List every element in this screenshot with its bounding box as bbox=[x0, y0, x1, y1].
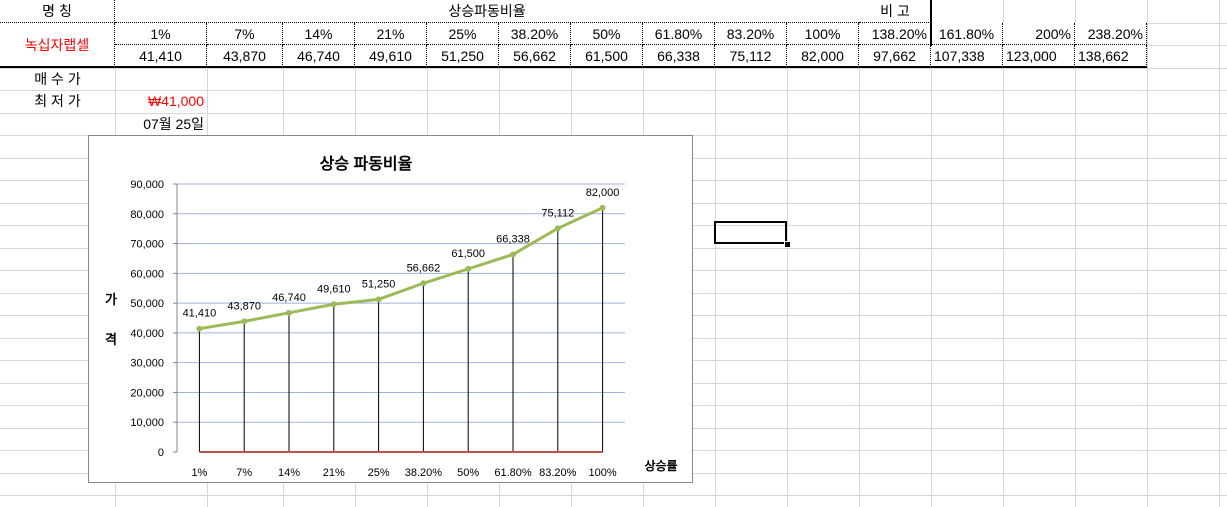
data-point bbox=[599, 204, 606, 211]
row-gridline bbox=[0, 68, 1227, 69]
active-cell-selection[interactable] bbox=[714, 221, 787, 244]
price-cell[interactable]: 49,610 bbox=[355, 45, 427, 67]
stock-name-cell[interactable]: 녹십자랩셀 bbox=[0, 23, 115, 67]
data-point bbox=[375, 296, 382, 303]
ratio-cell[interactable]: 138.20% bbox=[859, 23, 931, 45]
column-gridline bbox=[859, 0, 860, 507]
price-cell[interactable]: 41,410 bbox=[115, 45, 207, 67]
data-label: 49,610 bbox=[317, 283, 351, 295]
price-cell[interactable]: 123,000 bbox=[1003, 45, 1075, 67]
price-cell[interactable]: 46,740 bbox=[283, 45, 355, 67]
buy-price-label[interactable]: 매 수 가 bbox=[34, 71, 81, 87]
data-point bbox=[286, 309, 292, 316]
ratio-cell[interactable]: 200% bbox=[1003, 23, 1075, 45]
note-header[interactable]: 비 고 bbox=[859, 0, 931, 23]
ratio-cell[interactable]: 14% bbox=[283, 23, 355, 45]
ratio-cell[interactable]: 161.80% bbox=[931, 23, 1003, 45]
data-label: 66,338 bbox=[496, 233, 530, 245]
chart[interactable]: 상승 파동비율 가 격 상승률 0 10,000 20,000 30,000 40,00… bbox=[88, 135, 693, 483]
thick-bottom-border bbox=[0, 66, 1147, 68]
data-point bbox=[420, 280, 427, 287]
column-gridline bbox=[787, 0, 788, 507]
price-cell[interactable]: 107,338 bbox=[931, 45, 1003, 67]
ratio-cell[interactable]: 1% bbox=[115, 23, 207, 45]
data-point bbox=[196, 325, 203, 332]
row-gridline bbox=[0, 90, 1227, 91]
data-point bbox=[465, 265, 472, 272]
y-tick-label: 0 bbox=[158, 447, 164, 459]
price-cell[interactable]: 51,250 bbox=[427, 45, 499, 67]
ratio-cell[interactable]: 38.20% bbox=[499, 23, 571, 45]
x-tick-label: 50% bbox=[457, 467, 479, 479]
price-series-line bbox=[199, 206, 604, 331]
low-price-label[interactable]: 최 저 가 bbox=[34, 93, 81, 109]
column-gridline bbox=[1147, 0, 1148, 507]
x-tick-label: 61.80% bbox=[494, 467, 532, 479]
low-price-value[interactable]: ₩41,000 bbox=[147, 93, 204, 109]
data-label: 56,662 bbox=[407, 262, 441, 274]
price-cell[interactable]: 82,000 bbox=[787, 45, 859, 67]
fill-handle[interactable] bbox=[784, 241, 791, 248]
column-gridline bbox=[1003, 0, 1004, 507]
price-cell[interactable]: 66,338 bbox=[643, 45, 715, 67]
y-axis-title-1: 가 bbox=[105, 292, 117, 307]
column-gridline bbox=[1219, 0, 1220, 507]
y-tick-label: 40,000 bbox=[130, 328, 164, 340]
ratio-cell[interactable]: 25% bbox=[427, 23, 499, 45]
date-cell[interactable]: 07월 25일 bbox=[143, 116, 204, 132]
column-gridline bbox=[1075, 0, 1076, 507]
ratio-cell[interactable]: 50% bbox=[571, 23, 643, 45]
x-tick-label: 21% bbox=[323, 467, 345, 479]
x-tick-label: 7% bbox=[236, 467, 252, 479]
price-cell[interactable]: 97,662 bbox=[859, 45, 931, 67]
y-tick-label: 50,000 bbox=[130, 298, 164, 310]
ratio-cell[interactable]: 100% bbox=[787, 23, 859, 45]
ratio-cell[interactable]: 238.20% bbox=[1075, 23, 1147, 45]
data-label: 51,250 bbox=[362, 278, 396, 290]
data-label: 82,000 bbox=[586, 187, 620, 199]
ratio-cell[interactable]: 21% bbox=[355, 23, 427, 45]
data-label: 41,410 bbox=[183, 308, 217, 320]
y-tick-label: 60,000 bbox=[130, 268, 164, 280]
price-cell[interactable]: 75,112 bbox=[715, 45, 787, 67]
data-label: 61,500 bbox=[451, 248, 485, 260]
x-tick-label: 25% bbox=[368, 467, 390, 479]
row-gridline bbox=[0, 113, 1227, 114]
y-tick-label: 20,000 bbox=[130, 387, 164, 399]
price-cell[interactable]: 138,662 bbox=[1075, 45, 1147, 67]
price-cell[interactable]: 61,500 bbox=[571, 45, 643, 67]
data-label: 46,740 bbox=[272, 292, 306, 304]
data-label: 43,870 bbox=[227, 300, 261, 312]
x-tick-label: 1% bbox=[191, 467, 207, 479]
data-label: 75,112 bbox=[541, 207, 574, 219]
price-cell[interactable]: 56,662 bbox=[499, 45, 571, 67]
column-gridline bbox=[931, 0, 932, 507]
row-gridline bbox=[0, 495, 1227, 496]
name-header[interactable]: 명 칭 bbox=[0, 0, 115, 23]
x-axis-title: 상승률 bbox=[644, 458, 677, 473]
chart-svg: 상승 파동비율 가 격 상승률 0 10,000 20,000 30,000 40,00… bbox=[105, 155, 678, 479]
x-tick-label: 14% bbox=[278, 467, 300, 479]
x-tick-label: 38.20% bbox=[405, 467, 443, 479]
x-tick-label: 100% bbox=[589, 467, 617, 479]
y-tick-label: 80,000 bbox=[130, 209, 164, 221]
column-gridline bbox=[715, 0, 716, 507]
x-tick-label: 83.20% bbox=[539, 467, 577, 479]
chart-title: 상승 파동비율 bbox=[320, 155, 413, 173]
y-tick-label: 90,000 bbox=[130, 179, 164, 191]
y-axis-title-2: 격 bbox=[105, 332, 117, 347]
data-point bbox=[330, 301, 337, 308]
price-cell[interactable]: 43,870 bbox=[207, 45, 283, 67]
ratio-cell[interactable]: 61.80% bbox=[643, 23, 715, 45]
data-point bbox=[241, 318, 248, 325]
y-tick-label: 30,000 bbox=[130, 358, 164, 370]
thick-right-border bbox=[930, 0, 932, 46]
ratio-header[interactable]: 상승파동비율 bbox=[115, 0, 859, 23]
data-point bbox=[554, 225, 561, 232]
y-tick-label: 10,000 bbox=[130, 417, 164, 429]
data-point bbox=[510, 251, 516, 258]
y-tick-label: 70,000 bbox=[130, 239, 164, 251]
ratio-cell[interactable]: 7% bbox=[207, 23, 283, 45]
ratio-cell[interactable]: 83.20% bbox=[715, 23, 787, 45]
